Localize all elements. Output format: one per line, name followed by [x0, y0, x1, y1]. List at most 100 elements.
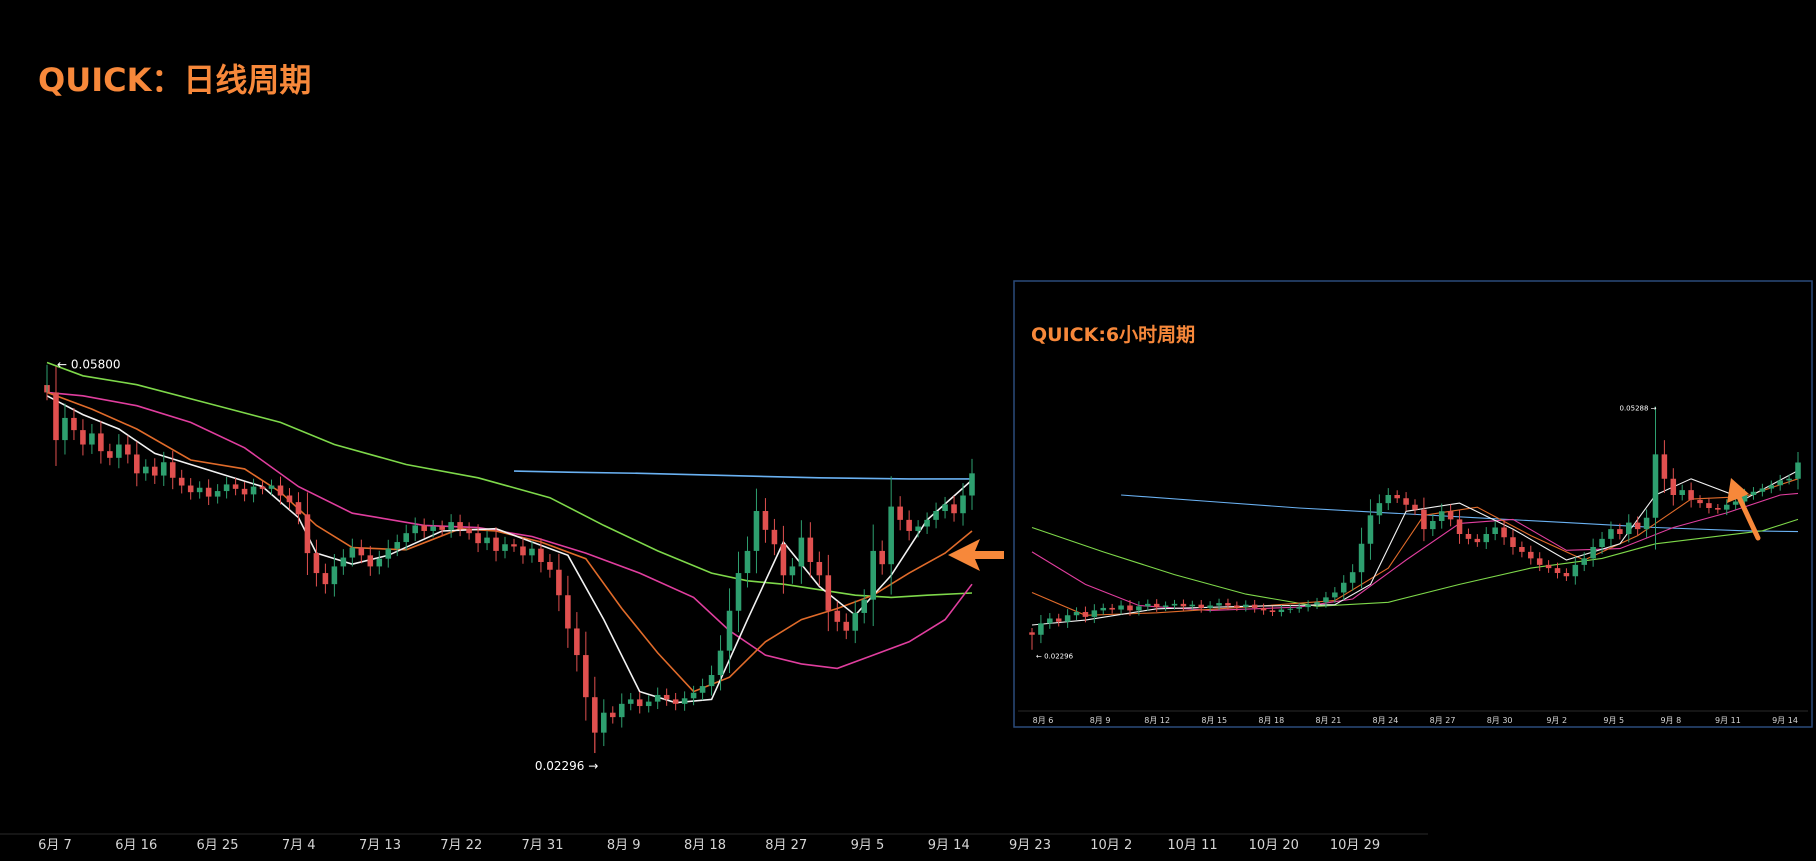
daily-candle-body — [933, 511, 939, 520]
daily-x-tick: 10月 20 — [1249, 838, 1299, 853]
six-hour-x-tick: 8月 21 — [1315, 716, 1341, 725]
daily-candle-body — [250, 486, 257, 495]
six-hour-x-axis: 8月 6 8月 9 8月 12 8月 15 8月 18 8月 21 8月 24 8月 27 8月… — [1033, 716, 1798, 725]
daily-x-tick: 9月 5 — [851, 838, 885, 853]
daily-candle-body — [924, 519, 930, 527]
six-hour-candle-body — [1563, 573, 1570, 577]
up-arrow-icon — [1727, 478, 1761, 541]
daily-candle-body — [223, 484, 230, 492]
daily-ma-line-2 — [46, 361, 973, 599]
six-hour-candle-body — [1599, 538, 1605, 547]
daily-candle-body — [160, 462, 167, 476]
daily-candle-body — [196, 487, 203, 493]
six-hour-candle-body — [1332, 592, 1338, 598]
six-hour-candle-body — [1554, 568, 1561, 573]
daily-candle-body — [313, 553, 320, 574]
daily-candle-body — [583, 655, 589, 698]
six-hour-candle-body — [1519, 547, 1525, 552]
six-hour-candle-body — [1394, 495, 1400, 499]
daily-candle-body — [89, 433, 95, 445]
inset-title: QUICK:6小时周期 — [1031, 324, 1195, 346]
daily-candle-body — [214, 491, 221, 497]
six-hour-candle-body — [1661, 454, 1668, 479]
daily-ma-line-1 — [513, 470, 972, 480]
daily-candle-body — [636, 699, 643, 707]
six-hour-candle-body — [1029, 632, 1035, 635]
six-hour-candle-body — [1118, 605, 1124, 610]
daily-ma-line-3 — [46, 391, 973, 670]
daily-candle-body — [421, 525, 427, 531]
six-hour-candle-body — [1750, 491, 1757, 495]
six-hour-x-tick: 9月 11 — [1715, 716, 1741, 725]
left-arrow-icon — [948, 539, 1004, 571]
daily-x-tick: 7月 31 — [522, 838, 564, 853]
six-hour-candle-body — [1260, 607, 1267, 611]
daily-candle-body — [511, 544, 517, 547]
daily-candle-body — [726, 610, 733, 651]
daily-candle-body — [412, 525, 418, 534]
six-hour-candle-body — [1171, 603, 1178, 606]
six-hour-candle-body — [1679, 490, 1685, 495]
six-hour-x-tick: 8月 6 — [1033, 716, 1054, 725]
daily-candle-body — [259, 486, 266, 489]
daily-candle-body — [645, 701, 652, 707]
six-hour-x-tick: 9月 5 — [1603, 716, 1624, 725]
six-hour-x-tick: 8月 15 — [1201, 716, 1227, 725]
daily-candle-body — [825, 575, 832, 611]
daily-candle-body — [277, 485, 284, 496]
daily-candle-body — [80, 430, 86, 445]
six-hour-candle-body — [1670, 478, 1677, 495]
six-hour-candle-body — [1510, 537, 1516, 547]
six-hour-candle-body — [1323, 597, 1329, 603]
daily-candle-body — [609, 712, 616, 718]
arrow-icon — [948, 539, 1004, 571]
daily-candle-body — [960, 495, 966, 514]
daily-candle-body — [457, 522, 463, 529]
six-hour-candle-body — [1572, 564, 1579, 577]
daily-candle-body — [322, 573, 329, 585]
daily-candle-body — [466, 528, 472, 534]
six-hour-candle-body — [1358, 543, 1365, 573]
six-hour-x-tick: 9月 2 — [1546, 716, 1567, 725]
daily-candle-body — [385, 548, 392, 559]
daily-candle-body — [143, 466, 149, 474]
daily-candle-body — [672, 699, 679, 704]
daily-candle-body — [331, 566, 338, 585]
six-hour-candle-body — [1234, 605, 1240, 608]
six-hour-candle-body — [1385, 495, 1392, 504]
daily-x-tick: 8月 27 — [765, 838, 807, 853]
six-hour-candle-body — [1055, 618, 1062, 622]
six-hour-candle-body — [1038, 623, 1044, 635]
daily-candle-body — [762, 511, 769, 530]
daily-candle-body — [295, 502, 302, 515]
daily-candle-body — [663, 694, 670, 700]
daily-candle-body — [286, 495, 293, 503]
daily-candle-body — [780, 544, 787, 576]
daily-candle-body — [897, 506, 903, 520]
daily-candle-body — [843, 621, 850, 631]
daily-moving-averages — [46, 361, 973, 704]
daily-candle-body — [116, 444, 122, 458]
six-hour-candle-body — [1590, 547, 1596, 559]
daily-candle-body — [708, 675, 715, 687]
six-hour-candle-body — [1225, 603, 1231, 606]
six-hour-candle-body — [1617, 529, 1623, 534]
six-hour-candle-body — [1795, 462, 1801, 479]
six-hour-candle-body — [1634, 522, 1641, 530]
six-hour-x-tick: 8月 18 — [1258, 716, 1284, 725]
six-hour-candle-body — [1536, 558, 1543, 565]
daily-candle-body — [403, 533, 410, 543]
six-hour-candle-body — [1786, 478, 1792, 481]
six-hour-candle-body — [1528, 551, 1534, 559]
six-hour-candle-body — [1136, 606, 1142, 611]
daily-x-tick: 10月 2 — [1090, 838, 1132, 853]
six-hour-candle-body — [1349, 572, 1356, 583]
six-hour-candle-body — [1412, 504, 1418, 510]
six-hour-candle-body — [1643, 517, 1650, 530]
six-hour-candle-body — [1064, 615, 1071, 622]
daily-candle-body — [62, 417, 68, 441]
six-hour-candle-body — [1145, 603, 1151, 607]
daily-candle-body — [951, 504, 957, 514]
daily-x-tick: 9月 14 — [928, 838, 970, 853]
